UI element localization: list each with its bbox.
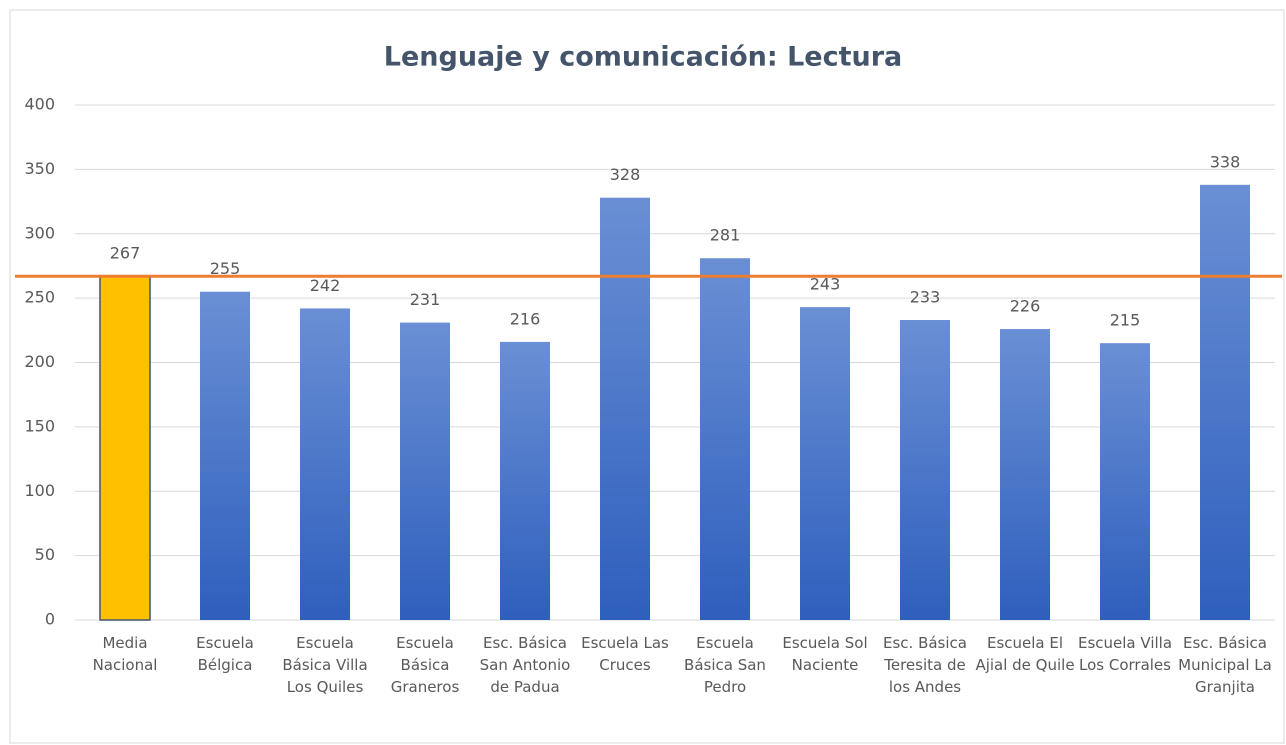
data-label: 267 [110, 244, 141, 263]
data-label: 216 [510, 309, 541, 328]
x-tick-label-box: Escuela Básica San Pedro [684, 634, 766, 696]
data-label: 328 [610, 165, 641, 184]
data-label: 226 [1010, 297, 1041, 316]
chart-title: Lenguaje y comunicación: Lectura [384, 42, 903, 73]
data-label: 243 [810, 275, 841, 294]
x-tick-label: Escuela Villa Los Corrales [1077, 634, 1173, 674]
x-tick-label-box: Escuela Básica Graneros [390, 634, 460, 696]
data-label: 255 [210, 259, 241, 278]
x-tick-label: Esc. Básica Municipal La Granjita [1178, 634, 1272, 696]
y-tick-label: 150 [24, 416, 55, 435]
x-tick-label: Escuela El Ajial de Quile [975, 634, 1075, 674]
bar [99, 275, 151, 621]
y-tick-label: 400 [24, 95, 55, 114]
data-label: 215 [1110, 311, 1141, 330]
bar [700, 258, 750, 620]
bar [300, 308, 350, 620]
x-tick-label-box: Esc. Básica Municipal La Granjita [1178, 634, 1272, 696]
y-tick-label: 100 [24, 481, 55, 500]
y-tick-label: 300 [24, 223, 55, 242]
x-tick-label: Esc. Básica Teresita de los Andes [883, 634, 967, 696]
bar [800, 307, 850, 620]
x-tick-label-box: Escuela El Ajial de Quile [975, 634, 1075, 674]
x-tick-label-box: Escuela Villa Los Corrales [1077, 634, 1173, 674]
x-tick-label: Escuela Bélgica [196, 634, 254, 674]
y-tick-label: 50 [35, 545, 55, 564]
y-tick-label: 200 [24, 352, 55, 371]
x-tick-label: Esc. Básica San Antonio de Padua [479, 634, 571, 696]
x-tick-label: Media Nacional [92, 634, 158, 674]
x-tick-label-box: Escuela Bélgica [196, 634, 254, 674]
x-tick-label: Escuela Básica San Pedro [684, 634, 766, 696]
x-tick-label-box: Escuela Sol Naciente [782, 634, 868, 674]
x-tick-label-box: Escuela Las Cruces [581, 634, 669, 674]
y-tick-label: 0 [45, 610, 55, 629]
data-label: 242 [310, 276, 341, 295]
x-tick-label: Escuela Sol Naciente [782, 634, 868, 674]
x-tick-label: Escuela Las Cruces [581, 634, 669, 674]
bar [500, 341, 550, 620]
bar [200, 291, 250, 620]
bar [600, 197, 650, 620]
bar [400, 322, 450, 620]
data-label: 338 [1210, 152, 1241, 171]
bar [1000, 329, 1050, 620]
data-label: 281 [710, 226, 741, 245]
x-tick-label: Escuela Básica Graneros [390, 634, 460, 696]
x-tick-label-box: Escuela Básica Villa Los Quiles [282, 634, 368, 696]
y-tick-label: 250 [24, 288, 55, 307]
data-label: 231 [410, 290, 441, 309]
bar [900, 320, 950, 620]
data-label: 233 [910, 288, 941, 307]
bar [1100, 343, 1150, 620]
x-tick-label-box: Esc. Básica San Antonio de Padua [479, 634, 571, 696]
x-tick-label-box: Esc. Básica Teresita de los Andes [883, 634, 967, 696]
x-tick-label: Escuela Básica Villa Los Quiles [282, 634, 368, 696]
bar [1200, 184, 1250, 620]
y-tick-label: 350 [24, 159, 55, 178]
x-tick-label-box: Media Nacional [92, 634, 158, 674]
